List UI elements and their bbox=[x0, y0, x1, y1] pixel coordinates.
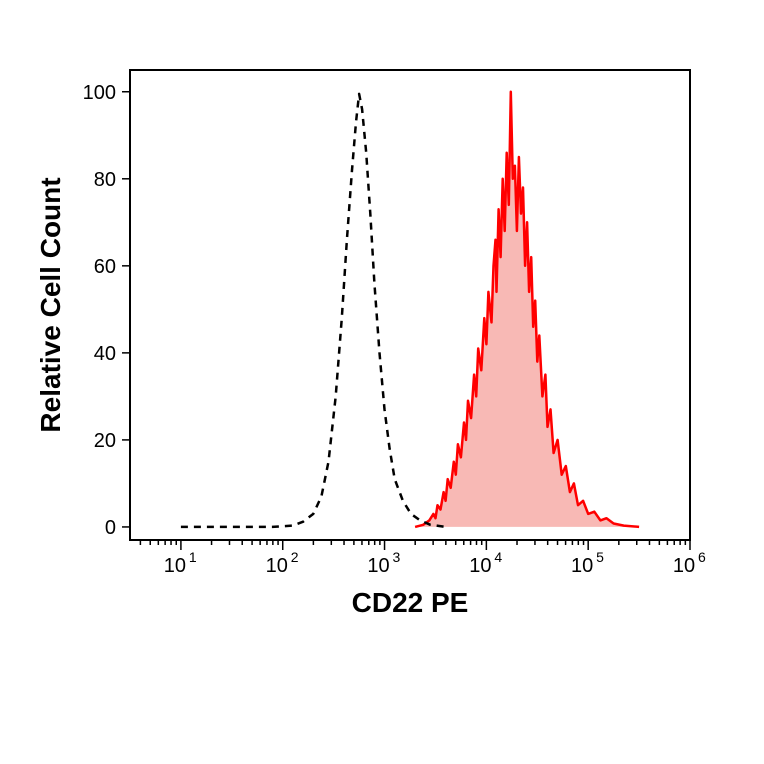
x-tick-label: 101 bbox=[164, 549, 197, 577]
y-tick-label: 20 bbox=[94, 430, 116, 452]
y-tick-label: 100 bbox=[83, 82, 116, 104]
control-histogram-line bbox=[181, 94, 446, 527]
y-tick-label: 40 bbox=[94, 343, 116, 365]
chart-svg: 020406080100101102103104105106Relative C… bbox=[0, 0, 764, 764]
svg-text:10: 10 bbox=[673, 555, 695, 577]
svg-text:5: 5 bbox=[596, 549, 604, 565]
y-tick-label: 80 bbox=[94, 169, 116, 191]
plot-border bbox=[130, 70, 690, 540]
svg-text:3: 3 bbox=[393, 549, 401, 565]
y-tick-label: 0 bbox=[105, 517, 116, 539]
y-axis-label: Relative Cell Count bbox=[35, 177, 66, 432]
x-axis-label: CD22 PE bbox=[352, 587, 469, 618]
x-tick-label: 103 bbox=[367, 549, 400, 577]
svg-text:4: 4 bbox=[494, 549, 502, 565]
x-tick-label: 102 bbox=[266, 549, 299, 577]
x-tick-label: 106 bbox=[673, 549, 706, 577]
y-tick-label: 60 bbox=[94, 256, 116, 278]
x-tick-label: 105 bbox=[571, 549, 604, 577]
svg-text:2: 2 bbox=[291, 549, 299, 565]
svg-text:6: 6 bbox=[698, 549, 706, 565]
svg-text:1: 1 bbox=[189, 549, 197, 565]
svg-text:10: 10 bbox=[367, 555, 389, 577]
flow-cytometry-histogram: 020406080100101102103104105106Relative C… bbox=[0, 0, 764, 764]
svg-text:10: 10 bbox=[266, 555, 288, 577]
svg-text:10: 10 bbox=[164, 555, 186, 577]
x-tick-label: 104 bbox=[469, 549, 502, 577]
svg-text:10: 10 bbox=[571, 555, 593, 577]
svg-text:10: 10 bbox=[469, 555, 491, 577]
sample-histogram-fill bbox=[415, 92, 639, 527]
plot-border-top bbox=[130, 70, 690, 540]
